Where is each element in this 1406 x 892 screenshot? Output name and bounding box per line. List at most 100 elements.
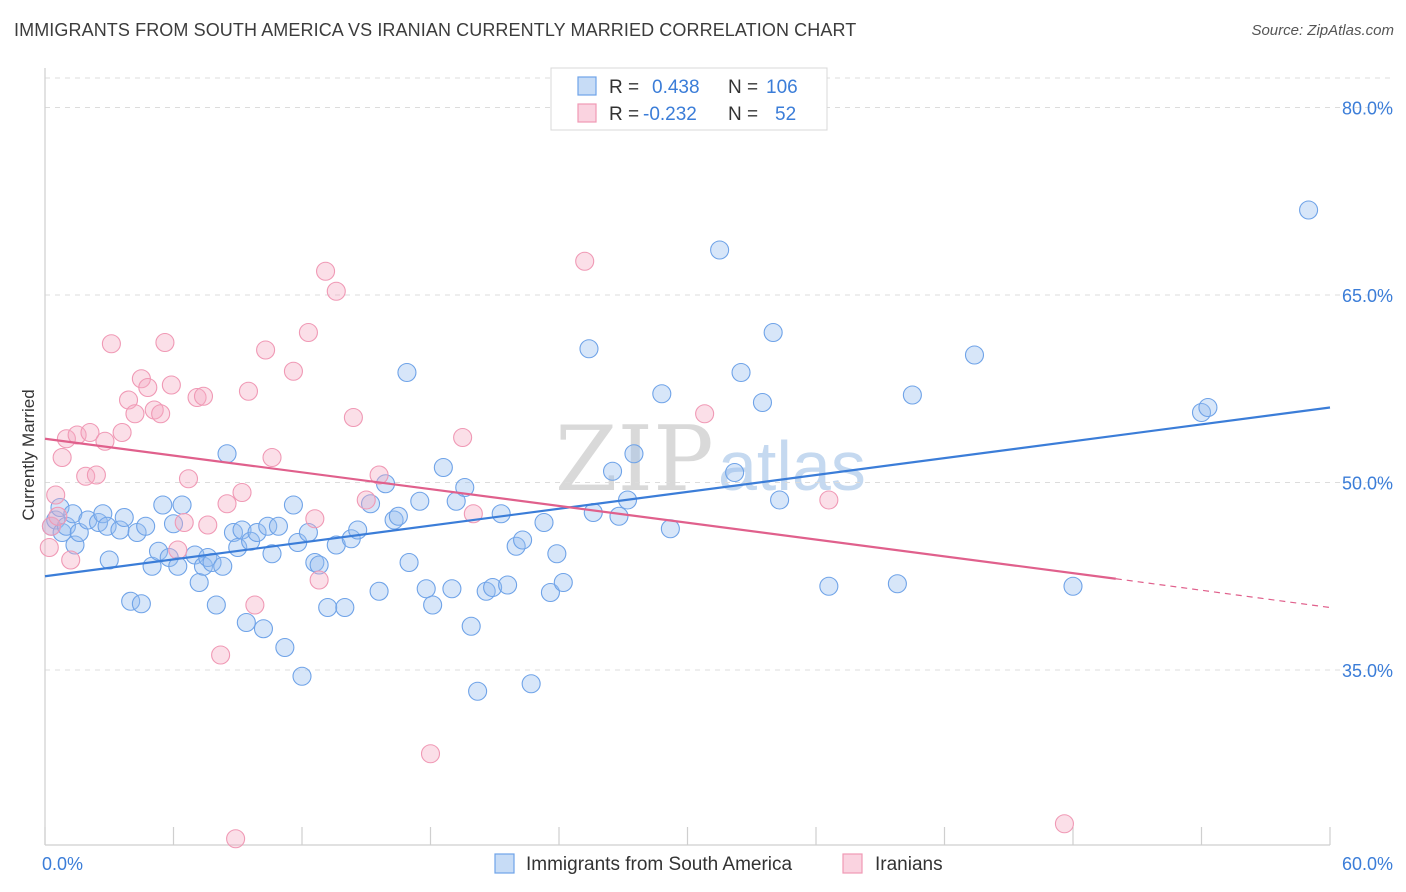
point-iranians xyxy=(226,829,246,849)
legend-r-label-1: R = xyxy=(609,77,639,98)
point-south-america xyxy=(731,362,751,383)
x-tick-label-min: 0.0% xyxy=(42,854,83,874)
axes: 35.0% 50.0% 65.0% 80.0% 0.0% 60.0% xyxy=(42,68,1393,874)
chart-source: Source: ZipAtlas.com xyxy=(1251,22,1394,39)
point-south-america xyxy=(433,457,453,478)
legend-n-label-1: N = xyxy=(728,77,758,98)
point-iranians xyxy=(232,482,252,503)
y-axis-label: Currently Married xyxy=(19,389,38,520)
point-south-america xyxy=(399,552,419,573)
point-iranians xyxy=(463,504,483,524)
y-tick-label: 50.0% xyxy=(1342,474,1393,494)
chart-title: IMMIGRANTS FROM SOUTH AMERICA VS IRANIAN… xyxy=(14,20,857,40)
point-south-america xyxy=(97,516,117,536)
point-iranians xyxy=(1054,814,1074,834)
point-iranians xyxy=(217,494,237,514)
point-iranians xyxy=(356,490,376,510)
point-iranians xyxy=(125,404,145,424)
point-iranians xyxy=(453,427,473,448)
point-south-america xyxy=(540,582,560,603)
point-south-america xyxy=(416,579,436,599)
point-south-america xyxy=(189,572,209,593)
point-south-america xyxy=(498,575,518,595)
point-iranians xyxy=(695,404,715,424)
point-south-america xyxy=(236,612,256,633)
point-iranians xyxy=(56,429,76,449)
point-iranians xyxy=(326,281,346,301)
point-south-america xyxy=(819,576,839,596)
point-iranians xyxy=(245,595,265,615)
y-tick-label: 80.0% xyxy=(1342,99,1393,119)
point-iranians xyxy=(168,540,188,560)
point-iranians xyxy=(101,334,121,354)
point-iranians xyxy=(575,251,595,271)
point-south-america xyxy=(268,516,288,536)
point-south-america xyxy=(1198,397,1218,418)
point-south-america xyxy=(583,502,603,523)
point-south-america xyxy=(902,385,922,405)
point-south-america xyxy=(763,322,783,343)
point-south-america xyxy=(99,550,119,570)
point-iranians xyxy=(198,515,218,535)
legend-r-value-1: 0.438 xyxy=(652,77,700,98)
point-south-america xyxy=(318,597,338,618)
x-tick-label-max: 60.0% xyxy=(1342,854,1393,874)
point-south-america xyxy=(275,637,295,658)
point-iranians xyxy=(305,509,325,529)
point-iranians xyxy=(211,645,231,665)
point-south-america xyxy=(602,461,623,481)
point-iranians xyxy=(151,404,171,424)
point-iranians xyxy=(309,570,329,590)
point-iranians xyxy=(174,512,194,533)
grid-lines xyxy=(45,77,1392,671)
trend-line-south-america xyxy=(44,406,1331,578)
legend-n-value-1: 106 xyxy=(766,77,798,98)
point-south-america xyxy=(114,507,134,528)
point-south-america xyxy=(136,516,156,536)
point-south-america xyxy=(964,345,985,365)
point-iranians xyxy=(52,447,72,468)
legend-swatch-south-america xyxy=(577,76,597,96)
point-south-america xyxy=(65,535,85,555)
bottom-legend-swatch-iranians xyxy=(842,853,863,874)
point-south-america xyxy=(309,555,329,575)
point-south-america xyxy=(461,616,481,636)
point-iranians xyxy=(41,516,61,536)
point-south-america xyxy=(483,577,503,598)
point-iranians xyxy=(187,387,207,408)
point-south-america xyxy=(442,579,462,599)
point-south-america xyxy=(624,444,644,464)
trend-line-iranians-extrapolated xyxy=(1115,578,1331,609)
point-south-america xyxy=(725,462,745,483)
point-south-america xyxy=(547,544,567,564)
point-south-america xyxy=(397,362,417,383)
y-tick-label: 65.0% xyxy=(1342,286,1393,306)
point-iranians xyxy=(112,422,132,443)
legend-r-value-2: -0.232 xyxy=(643,104,697,125)
point-south-america xyxy=(660,519,680,539)
point-iranians xyxy=(138,377,158,398)
trend-lines xyxy=(44,406,1331,609)
point-south-america xyxy=(468,681,488,701)
point-south-america xyxy=(258,516,278,536)
point-iranians xyxy=(316,261,336,281)
point-south-america xyxy=(172,495,192,515)
watermark-atlas: atlas xyxy=(718,427,866,505)
point-south-america xyxy=(1191,402,1212,423)
point-iranians xyxy=(155,332,175,353)
point-iranians xyxy=(819,490,839,510)
point-south-america xyxy=(283,495,303,515)
point-south-america xyxy=(423,595,443,615)
point-south-america xyxy=(521,674,541,694)
point-south-america xyxy=(1299,200,1319,220)
point-south-america xyxy=(652,384,672,404)
point-south-america xyxy=(752,392,773,413)
point-iranians xyxy=(178,469,199,489)
point-iranians xyxy=(343,407,363,428)
point-iranians xyxy=(61,550,81,570)
point-south-america xyxy=(262,544,282,564)
point-south-america xyxy=(534,512,554,533)
point-south-america xyxy=(491,504,511,524)
correlation-legend: R = 0.438 N = 106 R = -0.232 N = 52 xyxy=(550,67,828,131)
